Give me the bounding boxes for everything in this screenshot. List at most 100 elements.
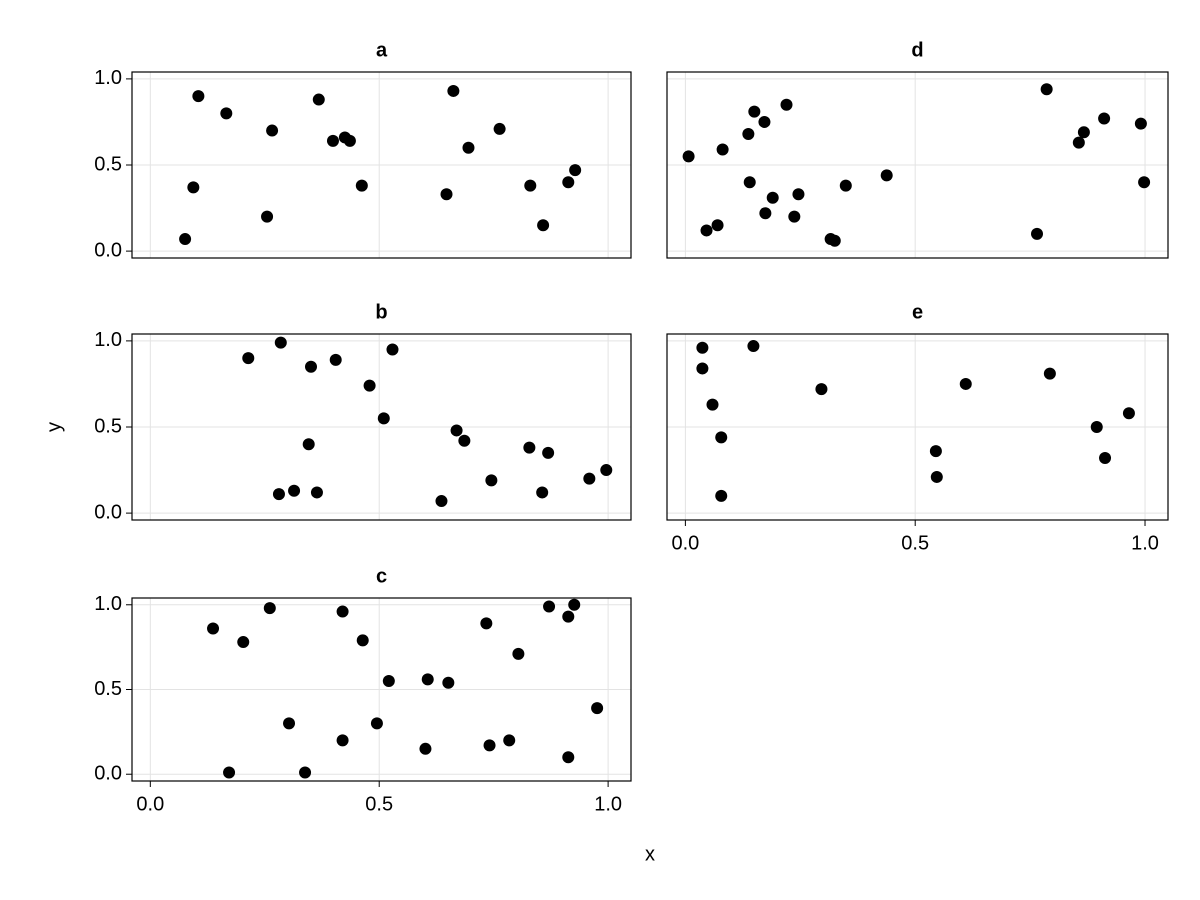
point [377, 412, 390, 425]
point [696, 341, 709, 354]
point [880, 169, 893, 182]
y-tick-label: 0.0 [94, 239, 122, 261]
point [440, 188, 453, 201]
point [419, 742, 432, 755]
point [421, 673, 434, 686]
point [542, 446, 555, 459]
panel: b 0.0 0.5 1.0 [94, 301, 632, 523]
point [462, 141, 475, 154]
point [568, 598, 581, 611]
point [207, 622, 220, 635]
panel-title: a [376, 39, 388, 61]
point [766, 191, 779, 204]
x-tick-label: 1.0 [1131, 532, 1159, 554]
point [382, 675, 395, 688]
point [696, 362, 709, 375]
point [1090, 421, 1103, 433]
point [815, 383, 828, 396]
point [442, 676, 455, 689]
point [263, 602, 276, 615]
point [312, 93, 325, 106]
point [715, 489, 728, 502]
plot-frame [666, 333, 1169, 521]
point [759, 207, 772, 220]
point [179, 233, 192, 246]
point [536, 486, 549, 499]
point [524, 179, 537, 192]
panel-title: b [375, 301, 387, 323]
x-tick-label: 0.0 [671, 532, 699, 554]
point [343, 134, 356, 147]
point [223, 766, 236, 779]
point [748, 105, 761, 118]
y-tick-label: 0.0 [94, 763, 122, 785]
y-tick-label: 0.5 [94, 678, 122, 700]
point [758, 115, 771, 128]
y-tick-label: 0.5 [94, 415, 122, 437]
point [242, 352, 255, 365]
point [355, 179, 368, 192]
point [220, 107, 233, 120]
plot-frame [131, 333, 632, 521]
point [1099, 452, 1112, 464]
point [562, 751, 575, 764]
x-axis-label: x [645, 843, 655, 865]
point [503, 734, 516, 747]
point [336, 734, 349, 747]
point [543, 600, 556, 613]
point [583, 472, 596, 485]
panel: a 0.0 0.5 1.0 [94, 39, 632, 261]
panel: e 0.0 0.5 1.0 [666, 301, 1169, 554]
point [600, 464, 613, 477]
point [485, 474, 498, 487]
plot-frame [666, 71, 1169, 259]
point [537, 219, 550, 232]
point [363, 379, 376, 392]
point [435, 495, 448, 508]
point [792, 188, 805, 201]
point [1077, 126, 1090, 139]
point [493, 122, 506, 135]
plot-frame [131, 597, 632, 782]
y-tick-label: 1.0 [94, 593, 122, 615]
point [192, 90, 205, 103]
point [237, 636, 250, 649]
point [304, 360, 317, 373]
x-tick-label: 0.5 [901, 532, 929, 554]
point [1031, 227, 1044, 240]
plot-frame [131, 71, 632, 259]
point [288, 484, 301, 497]
point [742, 128, 755, 140]
x-tick-label: 0.0 [136, 793, 164, 815]
point [1098, 112, 1111, 125]
point [302, 438, 315, 451]
panel-title: e [912, 301, 923, 323]
point [458, 434, 471, 447]
y-tick-label: 1.0 [94, 67, 122, 89]
point [1138, 176, 1151, 189]
x-tick-label: 0.5 [365, 793, 393, 815]
point [1040, 83, 1053, 96]
point [788, 210, 801, 223]
y-axis-label: y [43, 422, 65, 432]
point [780, 98, 793, 111]
point [329, 353, 342, 366]
y-tick-label: 1.0 [94, 329, 122, 351]
point [1122, 407, 1135, 420]
point [480, 617, 493, 630]
point [562, 610, 575, 623]
point [682, 150, 695, 163]
point [274, 336, 287, 349]
point [747, 340, 760, 353]
point [959, 377, 972, 390]
point [356, 634, 369, 647]
point [1072, 136, 1085, 149]
y-tick-label: 0.5 [94, 153, 122, 175]
point [483, 739, 496, 752]
point [929, 445, 942, 458]
point [299, 766, 312, 779]
point [370, 717, 383, 730]
point [562, 176, 575, 189]
point [930, 470, 943, 483]
